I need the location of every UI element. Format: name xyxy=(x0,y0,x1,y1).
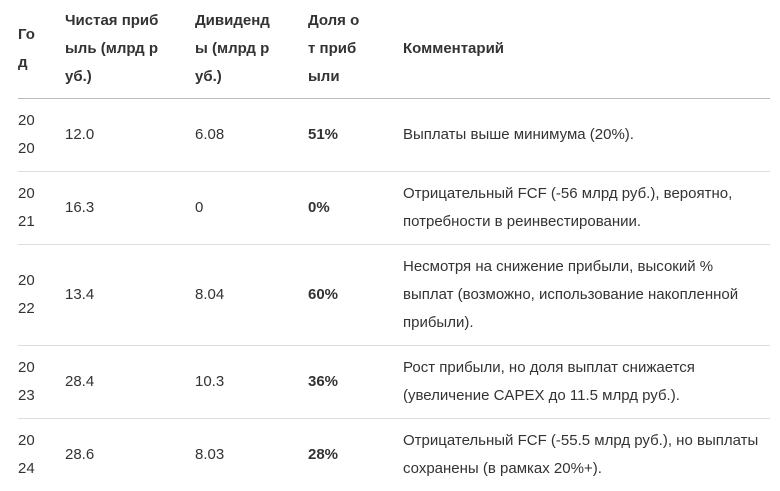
table-cell: 60% xyxy=(308,245,403,346)
table-cell: 2020 xyxy=(18,99,65,172)
table-cell: Отрицательный FCF (-55.5 млрд руб.), но … xyxy=(403,419,770,491)
table-cell: 2021 xyxy=(18,172,65,245)
table-cell: 2023 xyxy=(18,346,65,419)
table-cell: 8.04 xyxy=(195,245,308,346)
table-cell: 0 xyxy=(195,172,308,245)
table-cell: 10.3 xyxy=(195,346,308,419)
header-cell: Доля от прибыли xyxy=(308,0,403,99)
table-cell: 8.03 xyxy=(195,419,308,491)
table-cell: Выплаты выше минимума (20%). xyxy=(403,99,770,172)
header-cell: Дивиденды (млрд руб.) xyxy=(195,0,308,99)
table-cell: 6.08 xyxy=(195,99,308,172)
header-cell: Комментарий xyxy=(403,0,770,99)
table-cell: 51% xyxy=(308,99,403,172)
header-cell: Год xyxy=(18,0,65,99)
table-cell: 36% xyxy=(308,346,403,419)
table-cell: Отрицательный FCF (-56 млрд руб.), вероя… xyxy=(403,172,770,245)
header-cell: Чистая прибыль (млрд руб.) xyxy=(65,0,195,99)
table-cell: 2022 xyxy=(18,245,65,346)
table-cell: 28.6 xyxy=(65,419,195,491)
table-cell: Рост прибыли, но доля выплат снижается (… xyxy=(403,346,770,419)
table-cell: Несмотря на снижение прибыли, высокий % … xyxy=(403,245,770,346)
table-cell: 28.4 xyxy=(65,346,195,419)
table-cell: 12.0 xyxy=(65,99,195,172)
table-cell: 2024 xyxy=(18,419,65,491)
table-cell: 0% xyxy=(308,172,403,245)
table-cell: 28% xyxy=(308,419,403,491)
table-cell: 16.3 xyxy=(65,172,195,245)
table-cell: 13.4 xyxy=(65,245,195,346)
